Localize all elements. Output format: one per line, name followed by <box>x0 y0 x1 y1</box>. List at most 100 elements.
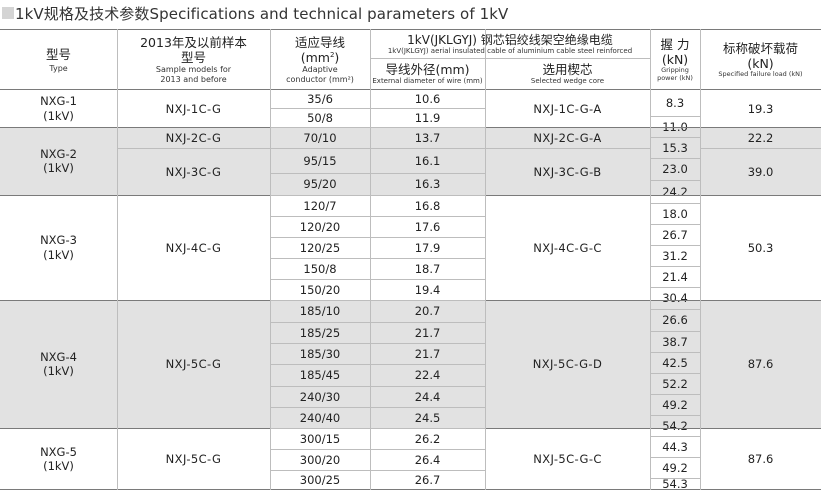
gripping-power-cell: 49.2 <box>650 457 700 478</box>
conductor-size: 240/30 <box>299 389 341 404</box>
sample-model-cell: NXJ-5C-G <box>117 300 270 428</box>
sample-model-cell: NXJ-4C-G <box>117 195 270 300</box>
gripping-power: 30.4 <box>662 291 688 305</box>
row-divider <box>650 116 700 117</box>
outer-diameter: 26.7 <box>414 473 441 487</box>
failure-load-cell: 87.6 <box>700 428 821 490</box>
outer-diameter-cell: 16.1 <box>370 148 485 173</box>
header-type-en: Type <box>49 63 68 73</box>
sample-model-cell: NXJ-1C-G <box>117 90 270 127</box>
row-divider <box>700 148 821 149</box>
conductor-size: 185/10 <box>299 304 341 318</box>
sample-model: NXJ-5C-G <box>165 452 222 466</box>
conductor-size-cell: 70/10 <box>270 127 370 148</box>
row-divider <box>270 449 485 450</box>
header-grip-cn: 握 力 <box>660 37 690 53</box>
row-divider <box>650 287 700 288</box>
outer-diameter: 10.6 <box>414 92 441 106</box>
header-grip-en-2: power (kN) <box>657 74 693 82</box>
gripping-power: 18.0 <box>662 206 688 221</box>
outer-diameter: 16.3 <box>414 177 441 191</box>
header-sample-cn-1: 2013年及以前样本 <box>140 35 247 50</box>
gripping-power: 31.2 <box>662 248 688 263</box>
sample-model-cell: NXJ-3C-G <box>117 148 270 195</box>
gripping-power-cell: 44.3 <box>650 436 700 457</box>
gripping-power: 23.0 <box>662 162 688 176</box>
header-group-divider <box>370 58 650 59</box>
row-divider <box>270 428 485 429</box>
conductor-size-cell: 300/20 <box>270 449 370 470</box>
header-sample-models: 2013年及以前样本 型号 Sample models for 2013 and… <box>117 30 270 90</box>
group-type: NXG-3 <box>40 233 77 248</box>
conductor-size: 300/15 <box>299 431 341 446</box>
conductor-size-cell: 35/6 <box>270 90 370 108</box>
outer-diameter-cell: 10.6 <box>370 90 485 108</box>
conductor-size-cell: 50/8 <box>270 108 370 127</box>
failure-load-cell: 50.3 <box>700 195 821 300</box>
sample-model: NXJ-5C-G <box>165 357 222 371</box>
conductor-size-cell: 95/20 <box>270 173 370 195</box>
gripping-power: 15.3 <box>662 140 688 155</box>
wedge-core: NXJ-4C-G-C <box>533 240 602 255</box>
gripping-power-cell: 26.6 <box>650 309 700 331</box>
conductor-size: 150/8 <box>303 261 337 276</box>
failure-load-cell: 22.2 <box>700 127 821 148</box>
conductor-size-cell: 240/30 <box>270 386 370 407</box>
outer-diameter-cell: 18.7 <box>370 258 485 279</box>
gripping-power: 44.3 <box>662 439 688 454</box>
row-divider <box>650 331 700 332</box>
header-group-cn: 1kV(JKLGYJ) 钢芯铝绞线架空绝缘电缆 <box>407 32 613 47</box>
row-divider <box>650 180 700 181</box>
column-divider <box>370 29 371 490</box>
row-divider <box>270 343 485 344</box>
wedge-core-cell: NXJ-3C-G-B <box>485 148 650 195</box>
conductor-size: 185/45 <box>299 368 341 382</box>
gripping-power-cell: 26.7 <box>650 224 700 245</box>
conductor-size: 185/30 <box>299 346 341 361</box>
row-divider <box>270 407 485 408</box>
gripping-power-cell: 15.3 <box>650 137 700 158</box>
outer-diameter-cell: 24.4 <box>370 386 485 407</box>
sample-model: NXJ-3C-G <box>165 164 222 179</box>
conductor-size-cell: 185/45 <box>270 364 370 386</box>
gripping-power-cell: 54.3 <box>650 478 700 490</box>
header-grip: 握 力 (kN) Gripping power (kN) <box>650 30 700 90</box>
outer-diameter: 17.9 <box>414 240 441 255</box>
outer-diameter: 21.7 <box>414 325 441 340</box>
header-load-cn: 标称破坏载荷 <box>722 41 798 57</box>
row-divider <box>650 373 700 374</box>
outer-diameter-cell: 16.8 <box>370 195 485 216</box>
outer-diameter-cell: 24.5 <box>370 407 485 428</box>
conductor-size: 95/15 <box>303 153 337 168</box>
outer-diameter: 22.4 <box>414 368 441 382</box>
header-diameter-cn: 导线外径(mm) <box>385 62 470 78</box>
group-voltage: (1kV) <box>43 161 74 175</box>
outer-diameter: 17.6 <box>414 219 441 234</box>
header-type-cn: 型号 <box>45 46 71 62</box>
row-divider <box>270 258 485 259</box>
column-divider <box>117 29 118 490</box>
unit-open: (mm <box>300 50 330 65</box>
conductor-size: 70/10 <box>303 130 337 145</box>
row-divider <box>650 352 700 353</box>
group-voltage: (1kV) <box>43 364 74 378</box>
outer-diameter-cell: 16.3 <box>370 173 485 195</box>
header-sample-en-1: Sample models for <box>155 65 232 74</box>
gripping-power-cell: 18.0 <box>650 203 700 224</box>
row-divider <box>270 148 485 149</box>
failure-load-cell: 39.0 <box>700 148 821 195</box>
wedge-core: NXJ-5C-G-D <box>532 357 603 371</box>
row-divider <box>270 470 485 471</box>
gripping-power: 21.4 <box>662 269 688 284</box>
row-divider <box>270 300 485 301</box>
gripping-power-cell: 21.4 <box>650 266 700 287</box>
header-adaptive-en-1: Adaptive <box>302 65 338 74</box>
header-failure-load: 标称破坏载荷 (kN) Specified failure load (kN) <box>700 30 821 90</box>
conductor-size-cell: 300/25 <box>270 470 370 490</box>
gripping-power-cell: 8.3 <box>650 90 700 116</box>
header-bottom-border <box>0 89 821 90</box>
gripping-power: 54.2 <box>662 418 688 433</box>
table-top-border <box>0 29 821 30</box>
header-sample-en-2: 2013 and before <box>160 75 227 84</box>
outer-diameter-cell: 17.9 <box>370 237 485 258</box>
